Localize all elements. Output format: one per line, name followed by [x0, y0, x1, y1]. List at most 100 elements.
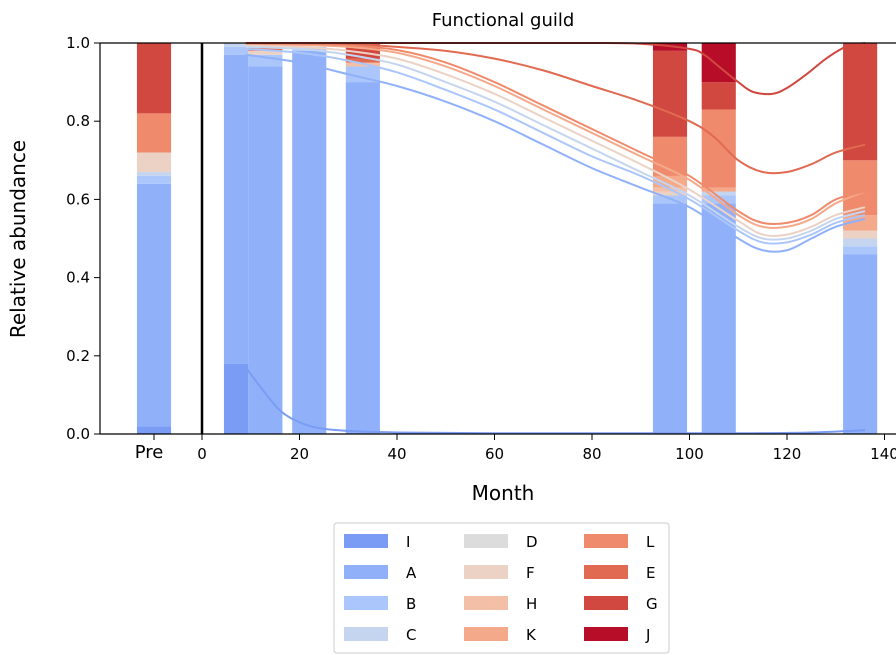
plot-area: 0.0 0.2 0.4 0.6 0.8 1.0 0 20 40 60 80 100 120 140 Pre [66, 34, 896, 463]
legend-swatch [464, 534, 508, 548]
bar-segment-i [136, 426, 172, 434]
legend-swatch [344, 534, 388, 548]
legend-item: J [584, 626, 650, 644]
bar-segment-g [136, 43, 172, 114]
bar-segment-l [136, 113, 172, 153]
y-tick-label: 0.8 [66, 112, 90, 130]
bar-group [843, 43, 878, 434]
bar-segment-f [843, 230, 878, 239]
bar-group [136, 43, 172, 434]
bar-segment-g [652, 50, 688, 137]
x-tick-label: 140 [870, 445, 896, 463]
curve-e [245, 41, 866, 175]
legend-item: F [464, 564, 535, 582]
legend-item: H [464, 595, 537, 613]
bar-segment-l [701, 109, 736, 188]
x-tick-label: 0 [197, 445, 207, 463]
bar-group [345, 43, 380, 434]
bar-segment-b [843, 246, 878, 255]
bar-segment-a [292, 50, 327, 434]
chart-title: Functional guild [432, 10, 575, 31]
bar-segment-g [843, 43, 878, 161]
x-axis-title: Month [472, 481, 535, 505]
y-axis-title: Relative abundance [6, 140, 30, 338]
bar-group [292, 46, 327, 434]
legend-swatch [464, 565, 508, 579]
bar-segment-g [701, 82, 736, 110]
curve-l [245, 42, 866, 226]
legend-frame [333, 522, 670, 654]
legend-swatch [344, 565, 388, 579]
legend-label: K [526, 626, 537, 644]
legend-label: D [526, 533, 538, 551]
bar-segment-a [136, 183, 172, 427]
y-tick-label: 0.4 [66, 269, 90, 287]
bar-segment-k [701, 187, 736, 192]
legend-label: H [526, 595, 537, 613]
bar-group [701, 43, 736, 434]
legend-swatch [584, 627, 628, 641]
legend-label: J [645, 626, 650, 644]
legend-swatch [584, 565, 628, 579]
bar-segment-a [701, 203, 736, 434]
curve-k [245, 42, 866, 229]
legend-label: I [406, 533, 410, 551]
x-tick-label: 80 [582, 445, 601, 463]
bar-segment-l [843, 160, 878, 216]
y-tick-label: 0.2 [66, 347, 90, 365]
legend-swatch [344, 596, 388, 610]
bar-segment-b [223, 46, 249, 55]
legend-item: D [464, 533, 538, 551]
bar-segment-f [136, 152, 172, 173]
bar-segment-c [223, 43, 249, 47]
legend-swatch [584, 534, 628, 548]
bar-segment-a [652, 203, 688, 434]
legend-label: B [406, 595, 416, 613]
bar-segment-a [843, 254, 878, 434]
bar-group [248, 46, 283, 435]
legend-swatch [464, 627, 508, 641]
legend-swatch [464, 596, 508, 610]
bar-segment-c [701, 191, 736, 196]
bar-segment-b [345, 66, 380, 83]
x-tick-label: 120 [773, 445, 802, 463]
bar-segment-e [345, 58, 380, 63]
legend-item: G [584, 595, 658, 613]
x-tick-label: 60 [485, 445, 504, 463]
bar-segment-b [701, 195, 736, 204]
y-tick-label: 1.0 [66, 34, 90, 52]
legend-item: A [344, 564, 417, 582]
legend-item: L [584, 533, 655, 551]
legend-label: E [646, 564, 655, 582]
curve-a [245, 53, 866, 253]
legend-label: A [406, 564, 417, 582]
curve-c [245, 45, 866, 241]
bar-segment-b [136, 175, 172, 184]
legend-item: C [344, 626, 416, 644]
x-tick-label: 100 [675, 445, 704, 463]
curve-i [245, 366, 866, 435]
legend-label: F [526, 564, 535, 582]
bar-segment-k [652, 175, 688, 188]
legend-swatch [344, 627, 388, 641]
legend-item: I [344, 533, 410, 551]
legend-label: G [646, 595, 658, 613]
legend-label: C [406, 626, 416, 644]
bar-segment-a [248, 66, 283, 435]
x-tick-label-pre: Pre [135, 442, 164, 463]
bar-segment-e [248, 46, 283, 51]
x-tick-label: 20 [290, 445, 309, 463]
bar-segment-i [223, 363, 249, 434]
bar-group [652, 43, 688, 434]
legend-item: E [584, 564, 655, 582]
y-tick-label: 0.6 [66, 190, 90, 208]
bar-segment-f [248, 50, 283, 55]
bar-segment-a [223, 54, 249, 364]
legend-item: K [464, 626, 537, 644]
bar-segment-f [652, 191, 688, 196]
bar-segment-c [843, 238, 878, 247]
curve-f [245, 43, 866, 237]
legend-item: B [344, 595, 416, 613]
